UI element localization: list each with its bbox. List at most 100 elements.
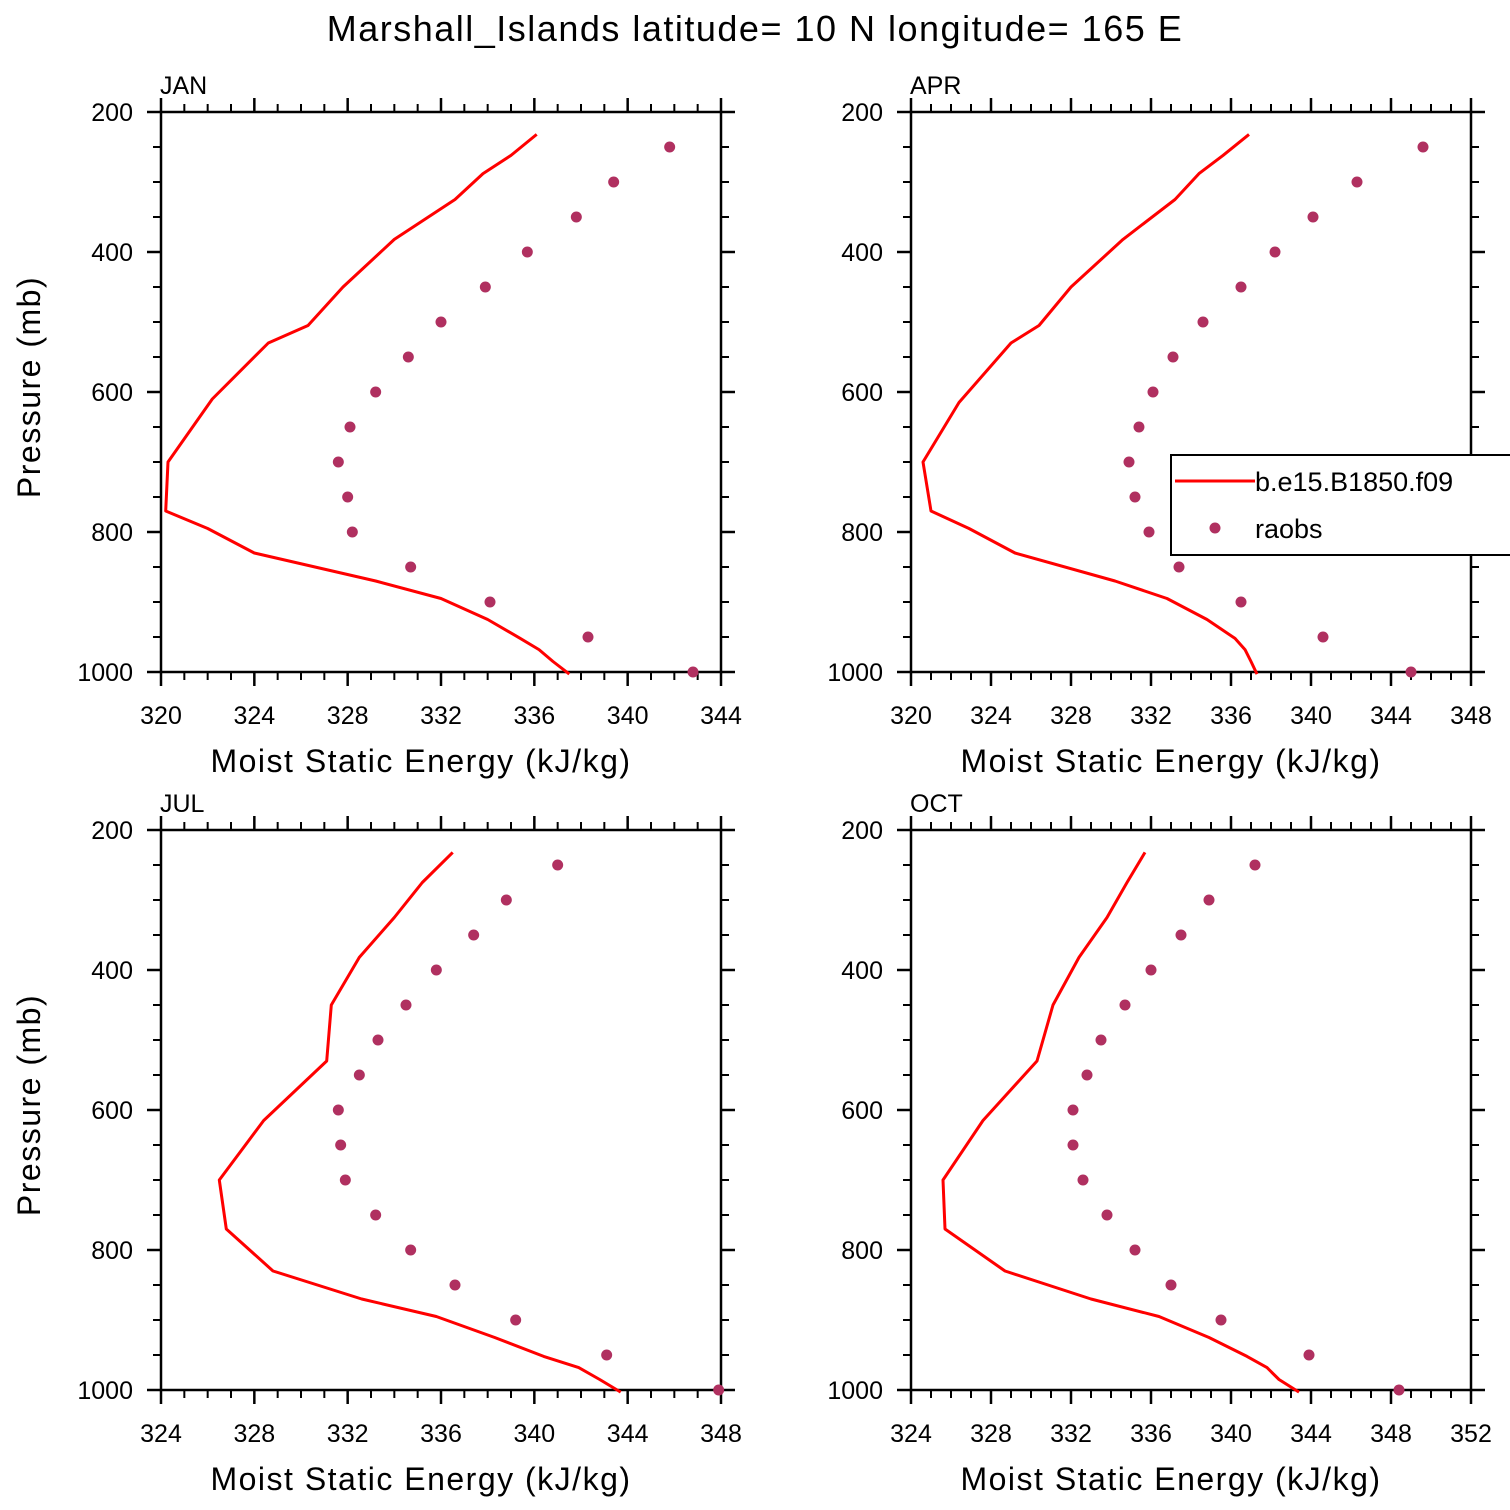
x-tick-label: 344 xyxy=(1370,702,1412,730)
y-tick-label: 600 xyxy=(91,379,133,407)
plot-frame xyxy=(909,110,1473,674)
y-tick-label: 400 xyxy=(841,957,883,985)
plot-frame xyxy=(909,828,1473,1392)
x-tick-label: 348 xyxy=(1370,1420,1412,1448)
figure-title: Marshall_Islands latitude= 10 N longitud… xyxy=(326,8,1184,49)
legend-box xyxy=(1170,454,1510,556)
raobs-point xyxy=(335,1139,347,1151)
raobs-point xyxy=(1235,596,1247,608)
raobs-point xyxy=(402,351,414,363)
legend-model-label: b.e15.B1850.f09 xyxy=(1255,467,1453,497)
raobs-point xyxy=(405,1244,417,1256)
x-tick-label: 324 xyxy=(970,702,1012,730)
raobs-point xyxy=(500,894,512,906)
x-tick-label: 328 xyxy=(1050,702,1092,730)
raobs-point xyxy=(1119,999,1131,1011)
y-tick-label: 800 xyxy=(91,1237,133,1265)
y-tick-label: 800 xyxy=(841,519,883,547)
y-tick-label: 1000 xyxy=(827,1377,883,1405)
x-tick-label: 324 xyxy=(140,1420,182,1448)
raobs-point xyxy=(1317,631,1329,643)
raobs-point xyxy=(1167,351,1179,363)
raobs-point xyxy=(1203,894,1215,906)
x-axis-title: Moist Static Energy (kJ/kg) xyxy=(960,1461,1381,1497)
x-tick-label: 336 xyxy=(1130,1420,1172,1448)
x-tick-label: 336 xyxy=(420,1420,462,1448)
y-tick-label: 600 xyxy=(841,1097,883,1125)
panel-label: APR xyxy=(910,72,961,100)
raobs-point xyxy=(608,176,620,188)
y-tick-label: 800 xyxy=(91,519,133,547)
raobs-point xyxy=(468,929,480,941)
x-tick-label: 340 xyxy=(1210,1420,1252,1448)
x-tick-label: 344 xyxy=(700,702,742,730)
raobs-point xyxy=(1197,316,1209,328)
model-line xyxy=(921,133,1259,675)
raobs-point xyxy=(484,596,496,608)
raobs-point xyxy=(370,1209,382,1221)
raobs-point xyxy=(1269,246,1281,258)
panel-apr: 320 324 328 332 336 340 344 348 200 400 600 800 1000… xyxy=(827,72,1510,779)
x-tick-label: 352 xyxy=(1450,1420,1492,1448)
plot-frame xyxy=(159,110,723,674)
y-tick-label: 400 xyxy=(91,239,133,267)
x-tick-label: 328 xyxy=(233,1420,275,1448)
y-tick-label: 400 xyxy=(841,239,883,267)
raobs-point xyxy=(372,1034,384,1046)
raobs-point xyxy=(1129,1244,1141,1256)
raobs-point xyxy=(713,1384,725,1396)
raobs-point xyxy=(1123,456,1135,468)
raobs-point xyxy=(601,1349,613,1361)
panel-oct: 324 328 332 336 340 344 348 352 200 400 600 800 1000… xyxy=(827,790,1491,1497)
raobs-point xyxy=(479,281,491,293)
raobs-point xyxy=(1095,1034,1107,1046)
y-tick-label: 200 xyxy=(841,99,883,127)
y-tick-label: 200 xyxy=(841,817,883,845)
raobs-point xyxy=(1067,1104,1079,1116)
x-tick-label: 340 xyxy=(513,1420,555,1448)
raobs-point xyxy=(1129,491,1141,503)
raobs-point xyxy=(435,316,447,328)
raobs-point xyxy=(1235,281,1247,293)
raobs-point xyxy=(570,211,582,223)
x-tick-label: 344 xyxy=(1290,1420,1332,1448)
raobs-point xyxy=(1393,1384,1405,1396)
raobs-point xyxy=(1351,176,1363,188)
y-tick-label: 400 xyxy=(91,957,133,985)
raobs-point xyxy=(1405,666,1417,678)
x-tick-label: 344 xyxy=(607,1420,649,1448)
x-tick-label: 320 xyxy=(890,702,932,730)
y-tick-label: 600 xyxy=(91,1097,133,1125)
x-tick-label: 328 xyxy=(327,702,369,730)
x-tick-label: 332 xyxy=(327,1420,369,1448)
raobs-point xyxy=(582,631,594,643)
y-tick-label: 1000 xyxy=(827,659,883,687)
raobs-point xyxy=(1081,1069,1093,1081)
x-tick-label: 332 xyxy=(1130,702,1172,730)
y-axis-title: Pressure (mb) xyxy=(11,276,47,498)
x-tick-label: 328 xyxy=(970,1420,1012,1448)
raobs-point xyxy=(1101,1209,1113,1221)
y-axis-title: Pressure (mb) xyxy=(11,994,47,1216)
raobs-point xyxy=(687,666,699,678)
panel-label: JUL xyxy=(160,790,205,818)
raobs-point xyxy=(1133,421,1145,433)
x-tick-label: 320 xyxy=(140,702,182,730)
raobs-point xyxy=(370,386,382,398)
raobs-point xyxy=(332,456,344,468)
x-tick-label: 324 xyxy=(890,1420,932,1448)
raobs-point xyxy=(346,526,358,538)
raobs-point xyxy=(342,491,354,503)
raobs-point xyxy=(1307,211,1319,223)
raobs-point xyxy=(1417,141,1429,153)
raobs-point xyxy=(1077,1174,1089,1186)
raobs-point xyxy=(332,1104,344,1116)
raobs-point xyxy=(1147,386,1159,398)
x-axis-title: Moist Static Energy (kJ/kg) xyxy=(960,743,1381,779)
x-axis-title: Moist Static Energy (kJ/kg) xyxy=(210,743,631,779)
x-tick-label: 332 xyxy=(1050,1420,1092,1448)
panel-jul: 324 328 332 336 340 344 348 200 400 600 800 1000 JUL… xyxy=(11,790,742,1497)
x-tick-label: 336 xyxy=(513,702,555,730)
raobs-point xyxy=(664,141,676,153)
